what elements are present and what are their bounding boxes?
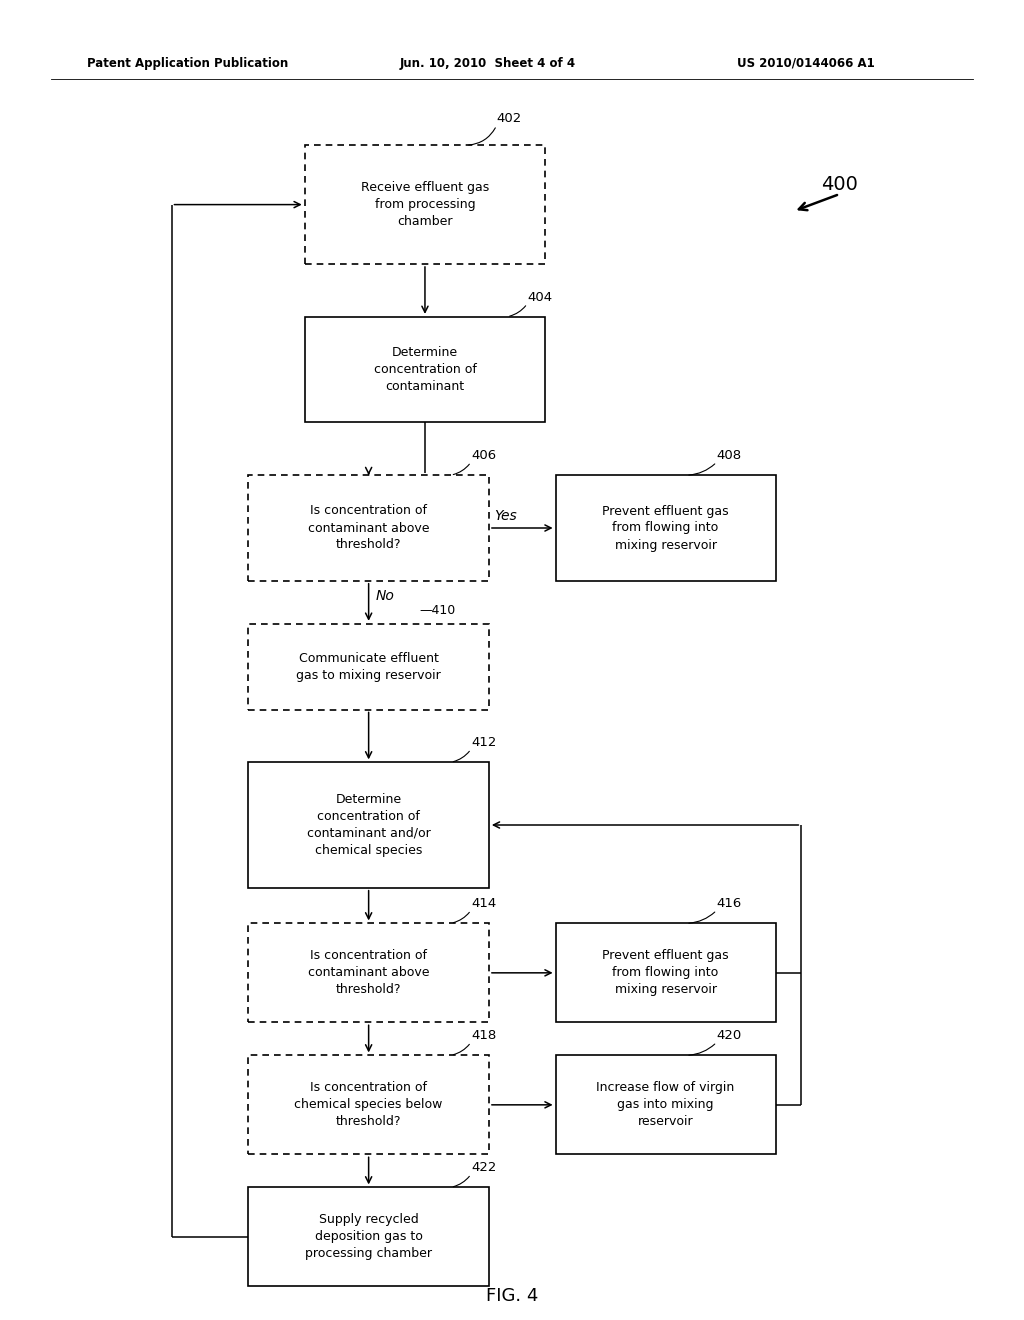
Text: 418: 418: [471, 1030, 497, 1043]
Text: Receive effluent gas
from processing
chamber: Receive effluent gas from processing cha…: [360, 181, 489, 228]
Bar: [248, 924, 489, 1022]
Text: Communicate effluent
gas to mixing reservoir: Communicate effluent gas to mixing reser…: [296, 652, 441, 681]
Text: 416: 416: [717, 898, 742, 911]
Bar: [305, 317, 545, 422]
Text: Supply recycled
deposition gas to
processing chamber: Supply recycled deposition gas to proces…: [305, 1213, 432, 1261]
Text: Determine
concentration of
contaminant and/or
chemical species: Determine concentration of contaminant a…: [307, 793, 430, 857]
Bar: [555, 1056, 776, 1154]
Bar: [248, 623, 489, 710]
Text: US 2010/0144066 A1: US 2010/0144066 A1: [737, 57, 876, 70]
Text: 402: 402: [497, 112, 522, 125]
Text: 420: 420: [717, 1030, 742, 1043]
Text: Jun. 10, 2010  Sheet 4 of 4: Jun. 10, 2010 Sheet 4 of 4: [399, 57, 575, 70]
Bar: [555, 475, 776, 581]
Text: 404: 404: [527, 290, 553, 304]
Text: —410: —410: [420, 605, 456, 618]
Text: 400: 400: [821, 176, 858, 194]
Text: Patent Application Publication: Patent Application Publication: [87, 57, 289, 70]
Text: Is concentration of
chemical species below
threshold?: Is concentration of chemical species bel…: [295, 1081, 442, 1129]
Text: 408: 408: [717, 449, 742, 462]
Text: No: No: [376, 589, 394, 603]
Text: Yes: Yes: [494, 508, 517, 523]
Bar: [248, 1056, 489, 1154]
Bar: [248, 763, 489, 887]
Text: 412: 412: [471, 737, 497, 750]
Bar: [248, 475, 489, 581]
Text: Prevent effluent gas
from flowing into
mixing reservoir: Prevent effluent gas from flowing into m…: [602, 504, 729, 552]
Text: 414: 414: [471, 898, 497, 911]
Text: Is concentration of
contaminant above
threshold?: Is concentration of contaminant above th…: [308, 949, 429, 997]
Bar: [305, 145, 545, 264]
Text: Increase flow of virgin
gas into mixing
reservoir: Increase flow of virgin gas into mixing …: [596, 1081, 735, 1129]
Text: Is concentration of
contaminant above
threshold?: Is concentration of contaminant above th…: [308, 504, 429, 552]
Bar: [555, 924, 776, 1022]
Text: FIG. 4: FIG. 4: [485, 1287, 539, 1305]
Bar: [248, 1188, 489, 1286]
Text: 406: 406: [471, 449, 497, 462]
Text: Determine
concentration of
contaminant: Determine concentration of contaminant: [374, 346, 476, 393]
Text: 422: 422: [471, 1162, 497, 1175]
Text: Prevent effluent gas
from flowing into
mixing reservoir: Prevent effluent gas from flowing into m…: [602, 949, 729, 997]
